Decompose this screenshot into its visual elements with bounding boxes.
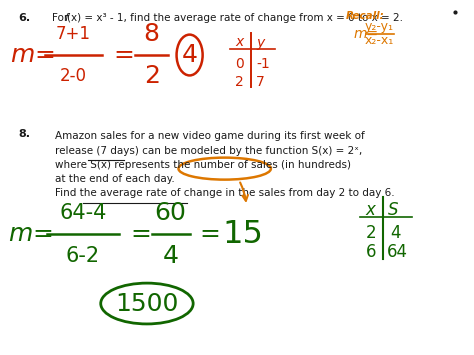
Text: 64: 64: [387, 243, 408, 261]
Text: 2: 2: [235, 75, 244, 89]
Text: 60: 60: [155, 201, 187, 225]
Text: f: f: [64, 13, 68, 23]
Text: release (7 days) can be modeled by the function S(x) = 2ˣ,: release (7 days) can be modeled by the f…: [55, 146, 362, 155]
Text: S: S: [388, 201, 399, 219]
Text: =: =: [130, 222, 151, 246]
Text: m: m: [10, 43, 35, 67]
Text: 6: 6: [365, 243, 376, 261]
Text: 0: 0: [235, 57, 244, 71]
Text: Amazon sales for a new video game during its first week of: Amazon sales for a new video game during…: [55, 131, 364, 141]
Text: 4: 4: [182, 43, 198, 67]
Text: 7+1: 7+1: [56, 25, 91, 43]
Text: =: =: [199, 222, 220, 246]
Text: y: y: [256, 36, 265, 49]
Text: y₂-y₁: y₂-y₁: [365, 20, 394, 33]
Text: m: m: [9, 222, 33, 246]
Text: Find the average rate of change in the sales from day 2 to day 6.: Find the average rate of change in the s…: [55, 188, 394, 198]
Text: 6-2: 6-2: [66, 246, 100, 266]
Text: m=: m=: [353, 27, 378, 41]
Text: -1: -1: [256, 57, 270, 71]
Text: x: x: [235, 36, 244, 49]
Text: 64-4: 64-4: [59, 203, 107, 223]
Text: 15: 15: [223, 219, 264, 250]
Text: 8.: 8.: [18, 129, 30, 139]
Text: where S(x) represents the number of sales (in hundreds): where S(x) represents the number of sale…: [55, 160, 350, 170]
Text: 7: 7: [256, 75, 265, 89]
Text: Recall:: Recall:: [346, 11, 385, 21]
Text: 6.: 6.: [18, 13, 30, 23]
Text: at the end of each day.: at the end of each day.: [55, 174, 174, 184]
Text: =: =: [34, 43, 55, 67]
Text: 2-0: 2-0: [60, 67, 87, 85]
Text: For: For: [52, 13, 72, 23]
Text: (x) = x³ - 1, find the average rate of change from x = 0 to x = 2.: (x) = x³ - 1, find the average rate of c…: [67, 13, 403, 23]
Text: x: x: [366, 201, 375, 219]
Text: 8: 8: [144, 22, 160, 46]
Text: 2: 2: [144, 64, 160, 88]
Text: =: =: [114, 43, 135, 67]
Text: 4: 4: [163, 244, 179, 268]
Text: 2: 2: [365, 224, 376, 241]
Text: 4: 4: [391, 224, 401, 241]
Text: =: =: [32, 222, 53, 246]
Text: x₂-x₁: x₂-x₁: [365, 34, 394, 47]
Text: 1500: 1500: [115, 291, 179, 316]
